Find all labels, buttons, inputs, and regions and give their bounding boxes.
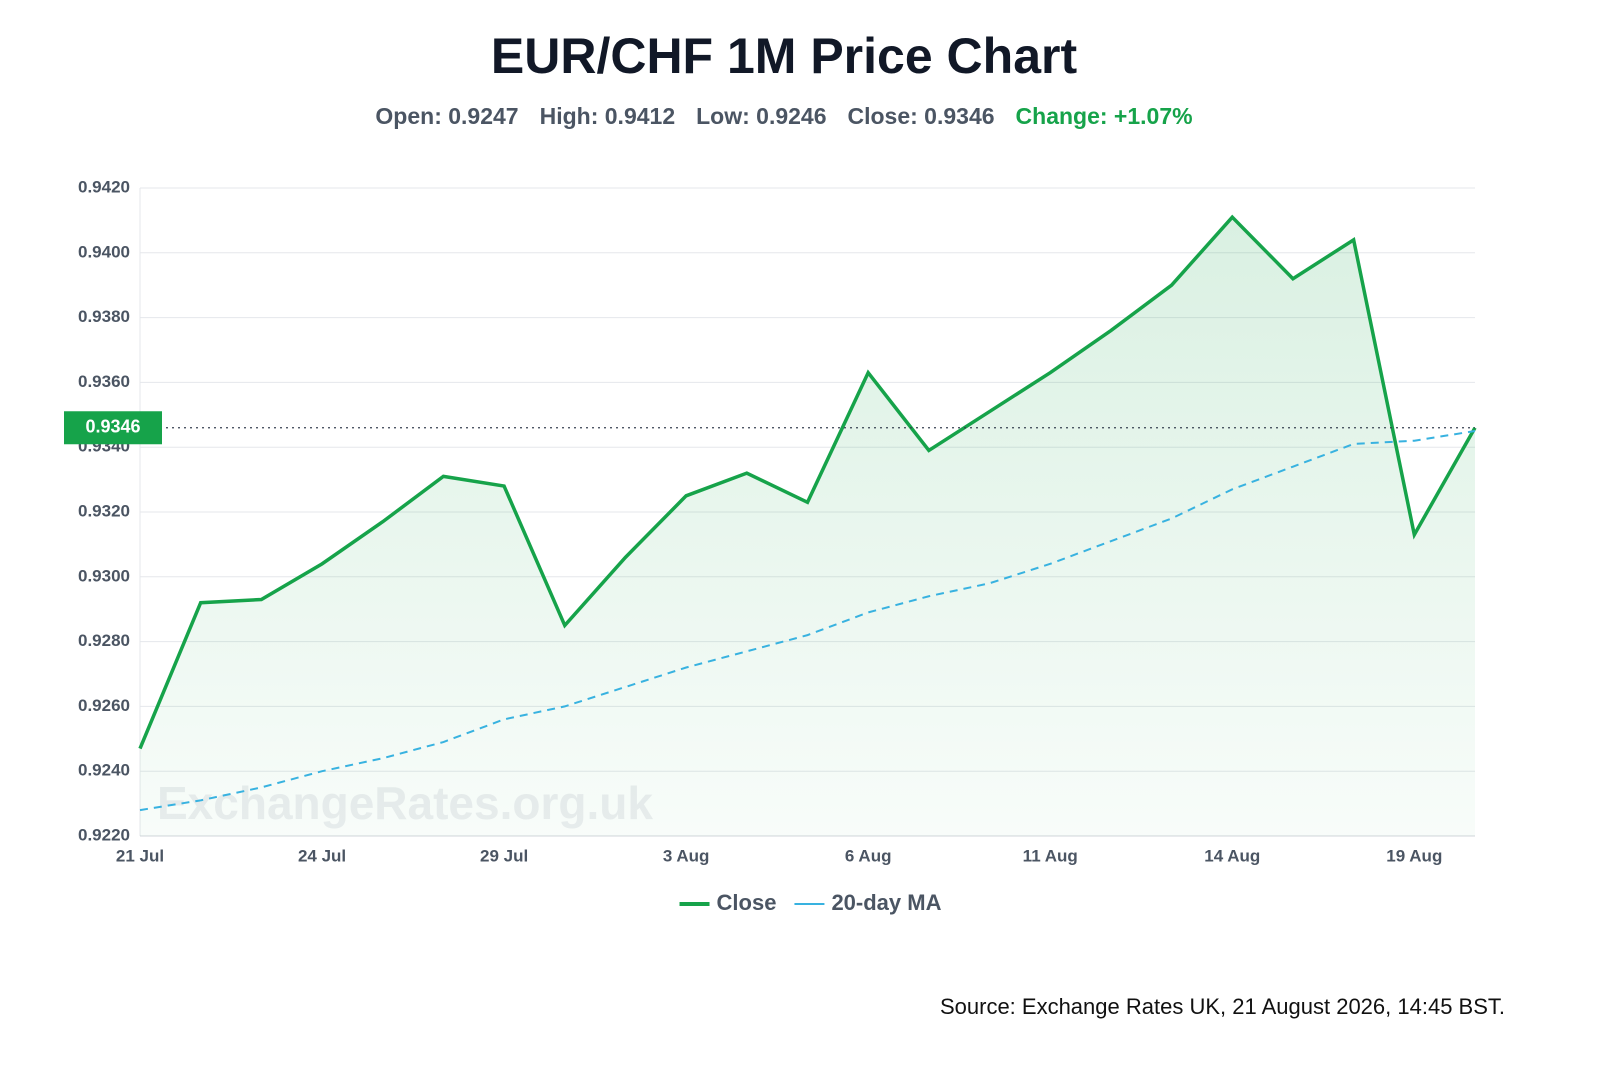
legend-label: 20-day MA [831, 890, 941, 915]
x-tick-label: 24 Jul [298, 846, 346, 865]
series-line [139, 430, 1476, 812]
y-tick-label: 0.9380 [78, 307, 130, 326]
x-tick-label: 14 Aug [1204, 846, 1260, 865]
stat: Change: +1.07% [1016, 103, 1193, 129]
plot-area: 0.9220 0.9240 0.9260 0.9280 0.9300 0.9320 0.93… [64, 177, 1477, 865]
y-tick-label: 0.9320 [78, 501, 130, 520]
x-tick-label: 11 Aug [1023, 846, 1078, 865]
y-tick-label: 0.9360 [78, 372, 130, 391]
stat: Open: 0.9247 [375, 103, 518, 129]
x-tick-label: 19 Aug [1386, 846, 1442, 865]
price-tag [64, 411, 162, 445]
source: Source: Exchange Rates UK, 21 August 202… [940, 994, 1505, 1019]
stat: High: 0.9412 [540, 103, 676, 129]
x-tick-label: 29 Jul [480, 846, 528, 865]
stat: Low: 0.9246 [696, 103, 826, 129]
y-tick-label: 0.9260 [78, 696, 130, 715]
chart-title: EUR/CHF 1M Price Chart [491, 28, 1078, 84]
series-line [138, 214, 1477, 750]
x-tick-label: 21 Jul [116, 846, 164, 865]
x-tick-label: 6 Aug [845, 846, 892, 865]
stats: Open: 0.9247 High: 0.9412 Low: 0.9246 Close… [375, 103, 1192, 129]
stat: Close: 0.9346 [848, 103, 995, 129]
area [140, 217, 1475, 836]
y-tick-label: 0.9300 [78, 566, 130, 585]
legend-label: Close [717, 890, 777, 915]
y-tick-label: 0.9240 [78, 761, 130, 780]
y-tick-label: 0.9400 [78, 242, 130, 261]
y-tick-label: 0.9280 [78, 631, 130, 650]
price-tag-label: 0.9346 [85, 417, 140, 437]
x-tick-label: 3 Aug [663, 846, 710, 865]
y-tick-label: 0.9420 [78, 177, 130, 196]
y-tick-label: 0.9220 [78, 825, 130, 844]
